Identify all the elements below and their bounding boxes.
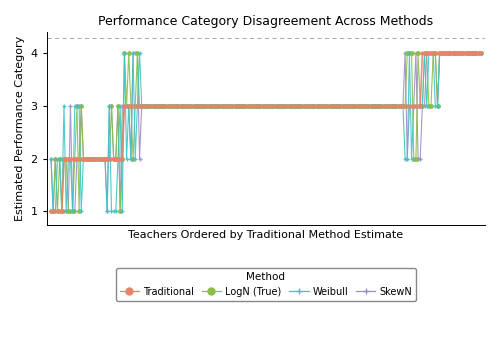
Title: Performance Category Disagreement Across Methods: Performance Category Disagreement Across… xyxy=(98,15,433,28)
X-axis label: Teachers Ordered by Traditional Method Estimate: Teachers Ordered by Traditional Method E… xyxy=(128,230,404,240)
Y-axis label: Estimated Performance Category: Estimated Performance Category xyxy=(15,35,25,221)
Legend: Traditional, LogN (True), Weibull, SkewN: Traditional, LogN (True), Weibull, SkewN xyxy=(116,268,416,301)
